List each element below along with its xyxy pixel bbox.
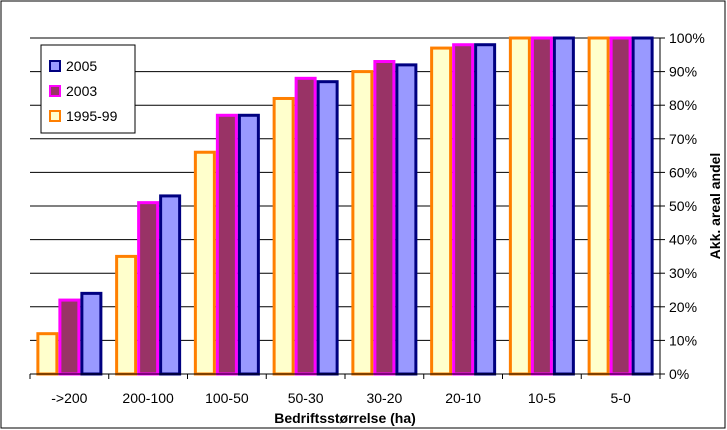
x-axis-ticks: ->200 200-100 100-50 50-30 30-20 20-10 10-5 5-0 bbox=[29, 374, 661, 406]
bar-2005-5 bbox=[474, 43, 497, 376]
x-axis-title: Bedriftsstørrelse (ha) bbox=[274, 410, 416, 426]
x-tick-label: ->200 bbox=[51, 390, 87, 406]
bar-2003-2 bbox=[215, 113, 238, 376]
y-axis-title: Akk. areal andel bbox=[707, 153, 723, 260]
bar-1995-99-0 bbox=[36, 332, 59, 376]
bar-2005-3 bbox=[316, 80, 339, 376]
x-tick-label: 200-100 bbox=[122, 390, 174, 406]
legend-label: 2003 bbox=[66, 83, 97, 99]
bar-2005-1 bbox=[159, 194, 182, 376]
bar-2005-7 bbox=[631, 36, 654, 376]
y-tick-label: 10% bbox=[669, 332, 697, 348]
bar-1995-99-1 bbox=[115, 254, 138, 376]
bar-1995-99-2 bbox=[193, 150, 216, 376]
bar-1995-99-5 bbox=[430, 46, 453, 376]
bar-2003-3 bbox=[294, 76, 317, 376]
y-tick-label: 20% bbox=[669, 299, 697, 315]
x-tick-label: 20-10 bbox=[445, 390, 481, 406]
y-tick-label: 60% bbox=[669, 164, 697, 180]
bar-2003-0 bbox=[58, 298, 81, 376]
bar-1995-99-6 bbox=[508, 36, 531, 376]
legend: 2005 2003 1995-99 bbox=[40, 44, 136, 134]
bar-1995-99-3 bbox=[272, 96, 295, 376]
bar-1995-99-4 bbox=[351, 70, 374, 376]
legend-label: 1995-99 bbox=[66, 108, 118, 124]
x-tick-label: 10-5 bbox=[528, 390, 556, 406]
legend-swatch bbox=[49, 85, 61, 97]
legend-label: 2005 bbox=[66, 58, 97, 74]
bar-2003-7 bbox=[609, 36, 632, 376]
bar-2005-6 bbox=[552, 36, 575, 376]
y-tick-label: 90% bbox=[669, 64, 697, 80]
legend-swatch bbox=[49, 60, 61, 72]
y-axis-ticks: 0% 10% 20% 30% 40% 50% 60% 70% 80% 90% 100% bbox=[660, 30, 705, 382]
x-tick-label: 5-0 bbox=[611, 390, 631, 406]
bar-2005-2 bbox=[237, 113, 260, 376]
y-tick-label: 70% bbox=[669, 131, 697, 147]
x-tick-label: 50-30 bbox=[288, 390, 324, 406]
y-tick-label: 0% bbox=[669, 366, 689, 382]
bar-2003-5 bbox=[452, 43, 475, 376]
y-tick-label: 30% bbox=[669, 265, 697, 281]
bar-2005-4 bbox=[395, 63, 418, 376]
bar-1995-99-7 bbox=[587, 36, 610, 376]
y-tick-label: 100% bbox=[669, 30, 705, 46]
bar-2003-4 bbox=[373, 60, 396, 376]
x-tick-label: 100-50 bbox=[205, 390, 249, 406]
bars bbox=[36, 36, 654, 376]
bar-2005-0 bbox=[80, 291, 103, 376]
y-tick-label: 50% bbox=[669, 198, 697, 214]
bar-2003-6 bbox=[530, 36, 553, 376]
bar-2003-1 bbox=[137, 201, 160, 376]
y-tick-label: 40% bbox=[669, 232, 697, 248]
legend-swatch bbox=[49, 110, 61, 122]
x-tick-label: 30-20 bbox=[366, 390, 402, 406]
y-tick-label: 80% bbox=[669, 97, 697, 113]
